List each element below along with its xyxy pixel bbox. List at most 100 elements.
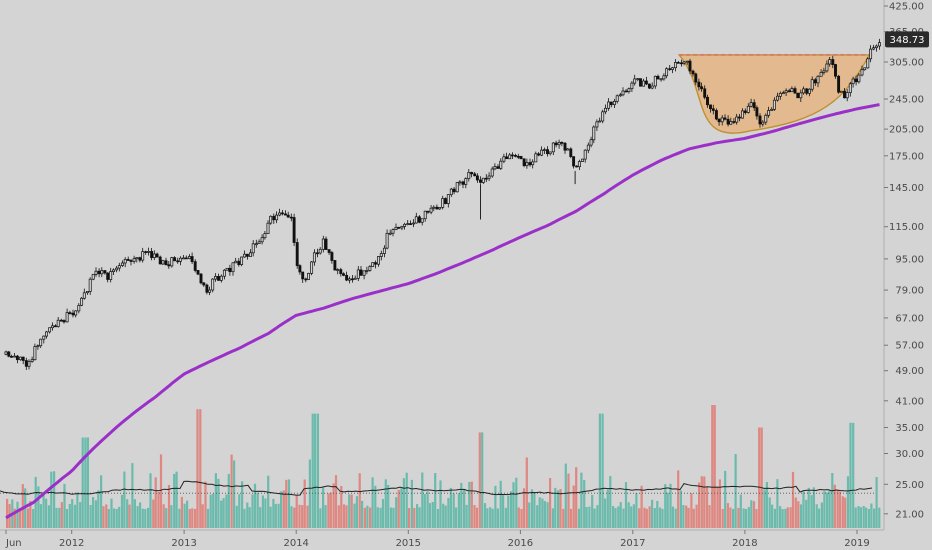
candle-body (816, 75, 820, 84)
moving-average (5, 103, 880, 520)
volume-bar (194, 508, 197, 528)
candle-body (799, 92, 803, 99)
candle-body (630, 82, 634, 90)
volume-bar (604, 498, 607, 528)
candle-body (240, 256, 244, 265)
candle-body (743, 110, 747, 113)
volume-bar (737, 508, 740, 528)
candle-body (566, 148, 570, 151)
volume-bar (136, 506, 139, 528)
volume-bar (259, 507, 262, 528)
candle-body (202, 282, 206, 286)
candle-body (839, 90, 843, 93)
volume-bar (685, 505, 688, 528)
volume-bar (823, 491, 826, 528)
volume-bar (436, 509, 440, 528)
volume-bar (564, 463, 567, 528)
candle-body (141, 251, 145, 261)
volume-bar (444, 505, 447, 528)
candle-body (414, 216, 418, 224)
volume-bar (358, 473, 361, 528)
volume-bar (522, 488, 526, 528)
volume-bar (559, 489, 562, 528)
candle-body (458, 181, 462, 184)
candle-body (30, 359, 34, 362)
volume-bar (29, 501, 32, 528)
volume-bar (405, 472, 408, 528)
candle-body (266, 222, 270, 234)
volume-bar (191, 508, 194, 528)
y-tick-label: 175.00 (889, 151, 924, 162)
volume-bar (718, 479, 721, 528)
candle-body (749, 102, 753, 107)
candle-body (196, 270, 200, 275)
candle-body (845, 92, 849, 99)
candle-body (260, 237, 264, 243)
volume-bar (791, 471, 795, 528)
volume-bar (841, 496, 844, 528)
volume-bar (389, 507, 393, 528)
candle-body (522, 158, 526, 166)
y-tick-label: 245.00 (889, 95, 924, 106)
volume-bar (253, 483, 257, 528)
volume-bar (204, 481, 207, 528)
volume-bar (826, 492, 829, 528)
candle-body (222, 269, 226, 277)
volume-bar (439, 480, 442, 528)
candle-body (74, 310, 78, 316)
candle-body (71, 312, 75, 316)
candle-body (36, 345, 40, 348)
candle-body (682, 61, 686, 64)
volume-bar (413, 507, 416, 528)
candle-body (109, 271, 113, 280)
volume-average-line (0, 480, 873, 496)
volume-bar (295, 495, 298, 528)
volume-bar (387, 485, 390, 528)
volume-bar (760, 427, 763, 528)
moving-average-line (5, 103, 880, 520)
candle-body (834, 64, 837, 77)
candle-body (528, 162, 532, 166)
volume-bar (838, 491, 842, 528)
volume-bar (875, 477, 878, 528)
candle-body (10, 355, 13, 358)
candle-body (449, 188, 453, 196)
candle-body (117, 265, 121, 269)
volume-bar (167, 485, 171, 528)
volume-bar (452, 493, 455, 528)
candle-body (377, 256, 380, 265)
volume-bar (308, 459, 311, 528)
x-tick-label: 2014 (283, 538, 308, 549)
candle-body (554, 142, 558, 146)
volume-bar (369, 507, 372, 528)
candle-body (280, 212, 284, 215)
volume-bar (593, 508, 596, 528)
candle-body (828, 59, 832, 65)
candle-body (598, 120, 602, 123)
volume-bar (598, 413, 601, 528)
volume-bar (285, 479, 288, 528)
volume-bar (175, 471, 178, 528)
volume-bar (178, 508, 181, 528)
candle-body (193, 261, 197, 271)
candle-body (735, 116, 739, 123)
volume-bar (635, 493, 638, 528)
volume-bar (238, 494, 241, 528)
candle-body (301, 271, 305, 280)
x-tick-label: 2016 (508, 538, 533, 549)
volume-bar (118, 506, 121, 528)
volume-bar (862, 506, 865, 528)
candle-body (781, 92, 785, 95)
candle-body (540, 149, 544, 156)
candle-body (583, 149, 587, 160)
volume-bar (549, 478, 552, 528)
volume-bar (214, 473, 217, 528)
candle-body (39, 338, 43, 347)
volume-bar (180, 496, 183, 528)
volume-bar (128, 504, 131, 528)
y-tick-label: 95.00 (895, 254, 924, 265)
volume-bar (473, 505, 476, 528)
volume-bar (115, 508, 118, 528)
volume-bar (100, 475, 103, 528)
